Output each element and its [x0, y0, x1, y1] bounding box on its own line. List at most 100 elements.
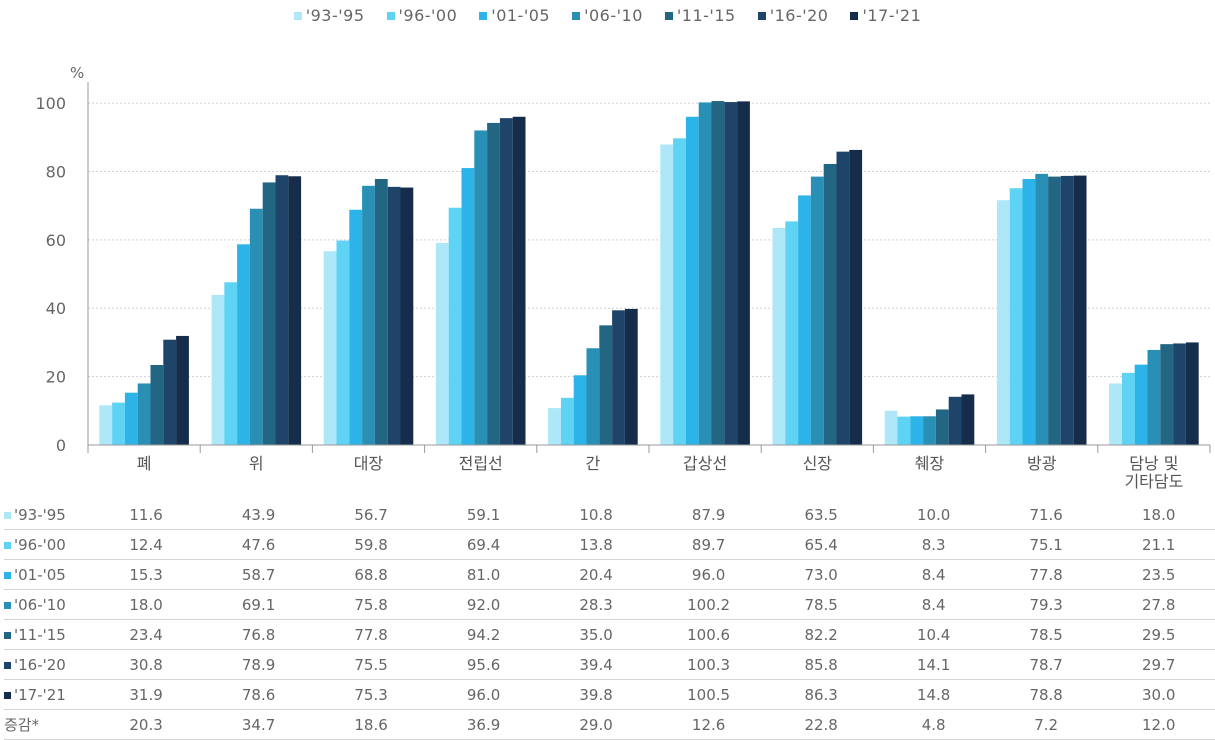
legend-swatch [479, 12, 488, 20]
bar [923, 416, 936, 445]
table-cell: 8.4 [877, 589, 990, 620]
table-cell: 89.7 [652, 529, 765, 560]
table-cell: 78.5 [764, 589, 878, 620]
legend-item: '06-'10 [572, 6, 643, 25]
table-row-label: '17-'21 [4, 679, 90, 710]
table-cell: 56.7 [314, 500, 428, 530]
table-cell: 100.5 [652, 679, 765, 710]
bar [275, 175, 289, 446]
row-swatch [4, 631, 11, 639]
bar [1160, 344, 1174, 445]
y-tick-label: 0 [56, 436, 66, 455]
legend-label: '01-'05 [491, 6, 551, 25]
bar [137, 383, 151, 445]
row-swatch [4, 541, 11, 549]
row-swatch [4, 601, 11, 609]
table-cell: 21.1 [1102, 529, 1215, 560]
table-cell: 30.0 [1102, 679, 1215, 710]
category-label: 췌장 [915, 454, 945, 473]
category-label: 갑상선 [683, 454, 727, 473]
bar [487, 122, 500, 445]
table-cell: 69.4 [427, 529, 540, 560]
row-swatch [4, 661, 11, 669]
table-row: '93-'95 11.6 43.9 56.7 59.1 10.8 87.9 63.5 10.0 7… [4, 500, 1215, 530]
bar [810, 176, 824, 445]
bar [1060, 175, 1074, 445]
table-cell: 8.3 [877, 529, 990, 560]
bar [948, 396, 962, 445]
table-cell: 73.0 [764, 559, 878, 590]
bar [448, 207, 462, 445]
bar [673, 138, 686, 445]
legend-item: '17-'21 [850, 6, 921, 25]
y-tick-labels: 0 20 40 60 80 100 [35, 94, 66, 455]
bar [1022, 178, 1036, 445]
table-cell: 10.4 [877, 619, 990, 650]
table-cell: 11.6 [89, 500, 203, 530]
table-cell: 13.8 [539, 529, 653, 560]
bar [150, 364, 164, 445]
table-cell: 10.0 [877, 500, 990, 530]
bar [163, 339, 177, 445]
category-label: 간 [586, 454, 601, 473]
table-cell: 12.4 [89, 529, 203, 560]
category-label: 대장 [354, 454, 384, 473]
legend-swatch [386, 12, 395, 20]
table-cell: 59.1 [427, 500, 540, 530]
bar [785, 221, 799, 445]
bar [1134, 364, 1148, 445]
table-row-label: '93-'95 [4, 500, 90, 530]
table-cell: 23.4 [89, 619, 203, 650]
table-cell: 78.6 [202, 679, 315, 710]
table-row: 증감* 20.3 34.7 18.6 36.9 29.0 12.6 22.8 4.8 7.2 12.… [4, 709, 1215, 740]
table-cell: 31.9 [89, 679, 203, 710]
table-cell: 29.5 [1102, 619, 1215, 650]
legend-label: '16-'20 [769, 6, 829, 25]
table-cell: 78.7 [989, 649, 1103, 680]
bar [1173, 343, 1186, 445]
table-row-label: '06-'10 [4, 589, 90, 620]
table-row: '16-'20 30.8 78.9 75.5 95.6 39.4 100.3 85.8 14.1… [4, 649, 1215, 680]
bar [1121, 372, 1135, 445]
table-row: '11-'15 23.4 76.8 77.8 94.2 35.0 100.6 82.2 10.4… [4, 619, 1215, 650]
table-cell: 85.8 [764, 649, 878, 680]
table-cell: 100.3 [652, 649, 765, 680]
bar [461, 168, 475, 446]
bar [996, 200, 1010, 445]
table-cell: 78.5 [989, 619, 1103, 650]
bar [249, 208, 263, 445]
table-cell: 79.3 [989, 589, 1103, 620]
bar [586, 348, 600, 445]
table-cell: 10.8 [539, 500, 653, 530]
table-cell: 100.2 [652, 589, 765, 620]
table-row: '96-'00 12.4 47.6 59.8 69.4 13.8 89.7 65.4 8.3 75… [4, 529, 1215, 560]
table-cell: 65.4 [764, 529, 878, 560]
bar [124, 392, 138, 445]
bar [211, 294, 225, 445]
table-row: '01-'05 15.3 58.7 68.8 81.0 20.4 96.0 73.0 8.4 77… [4, 559, 1215, 590]
table-cell: 78.9 [202, 649, 315, 680]
legend-label: '17-'21 [862, 6, 922, 25]
table-cell: 14.8 [877, 679, 990, 710]
bar [112, 402, 125, 445]
table-cell: 58.7 [202, 559, 315, 590]
table-cell: 77.8 [989, 559, 1103, 590]
table-cell: 77.8 [314, 619, 428, 650]
table-cell: 81.0 [427, 559, 540, 590]
category-label: 위 [249, 454, 264, 473]
bar [224, 282, 238, 445]
legend-swatch [850, 12, 859, 20]
table-row: '06-'10 18.0 69.1 75.8 92.0 28.3 100.2 78.5 8.4 7… [4, 589, 1215, 620]
table-cell: 29.0 [539, 709, 653, 740]
legend-item: '11-'15 [664, 6, 736, 25]
category-label: 폐 [137, 454, 152, 473]
bar [624, 308, 638, 445]
legend-item: '96-'00 [386, 6, 458, 25]
bar [349, 209, 363, 445]
data-table: '93-'95 11.6 43.9 56.7 59.1 10.8 87.9 63.5 10.0 7… [4, 500, 1215, 740]
legend-swatch [293, 12, 302, 20]
row-swatch [4, 511, 11, 519]
bar [1147, 349, 1161, 445]
table-cell: 29.7 [1102, 649, 1215, 680]
